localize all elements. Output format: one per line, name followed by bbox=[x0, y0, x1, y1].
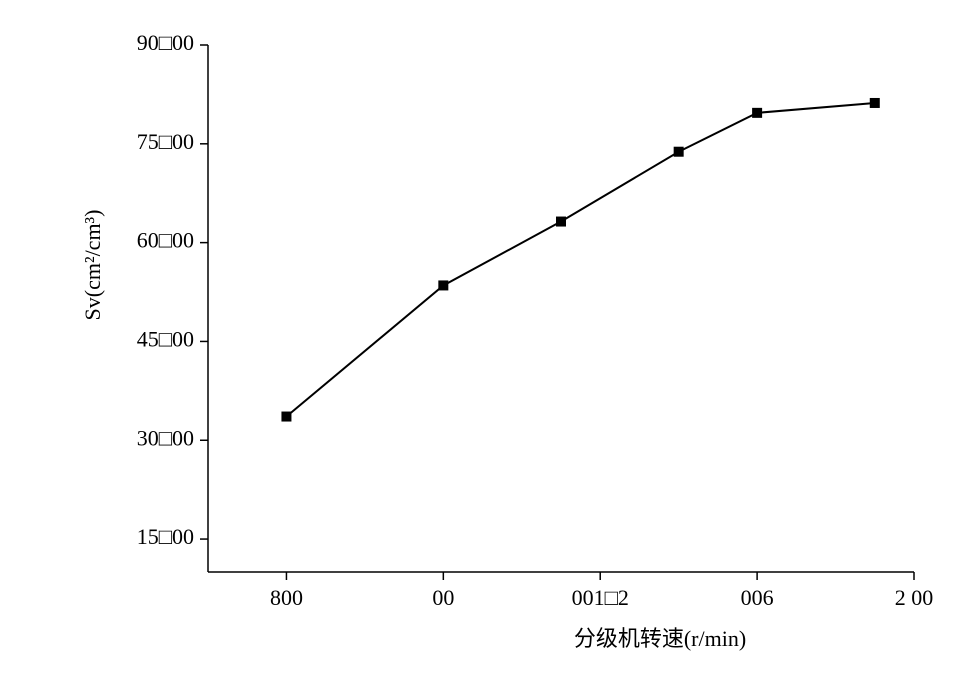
x-tick-label: 006 bbox=[741, 585, 774, 610]
marker bbox=[438, 280, 449, 291]
x-axis-label: 分级机转速(r/min) bbox=[574, 626, 746, 651]
marker bbox=[673, 146, 684, 157]
marker bbox=[869, 97, 880, 108]
x-tick-label: 00 bbox=[432, 585, 454, 610]
y-tick-label: 75□00 bbox=[137, 129, 194, 154]
x-tick-label: 800 bbox=[270, 585, 303, 610]
marker bbox=[556, 216, 566, 227]
x-tick-label: 001□2 bbox=[572, 585, 629, 610]
y-tick-label: 15□00 bbox=[137, 524, 194, 549]
y-tick-label: 90□00 bbox=[137, 30, 194, 55]
y-tick-label: 30□00 bbox=[137, 425, 194, 450]
x-tick-label: 2 00 bbox=[895, 585, 934, 610]
y-tick-label: 60□00 bbox=[137, 228, 194, 253]
line bbox=[285, 101, 875, 418]
marker bbox=[752, 107, 763, 118]
marker bbox=[281, 411, 292, 422]
y-axis-label: Sv(cm²/cm³) bbox=[80, 210, 105, 321]
y-tick-label: 45□00 bbox=[137, 326, 194, 351]
